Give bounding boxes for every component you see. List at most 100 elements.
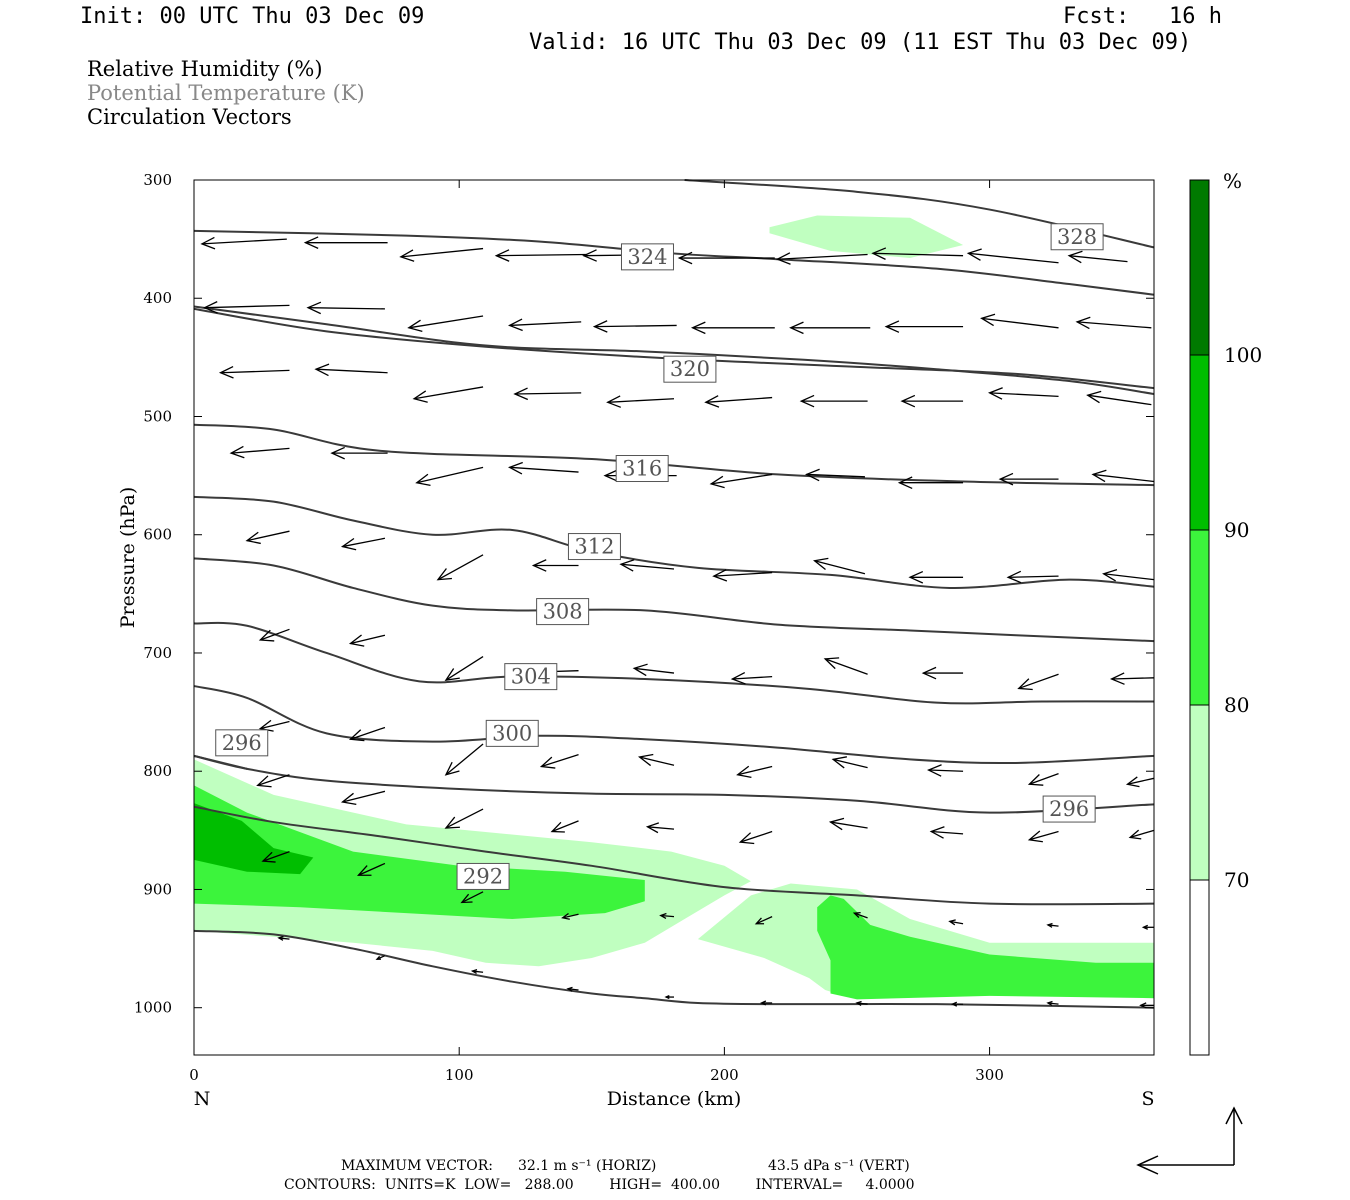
theta-contour: [193, 495, 1155, 589]
circulation-vector: [659, 912, 675, 919]
circulation-vector: [340, 537, 386, 551]
vector-head: [245, 531, 261, 545]
rh-region-70: [194, 759, 751, 967]
x-tick-label: 200: [710, 1066, 739, 1084]
vector-head: [356, 865, 372, 876]
vector-shaft: [755, 916, 773, 925]
contour-label: 308: [536, 598, 590, 626]
circulation-vector: [513, 387, 582, 401]
vector-shaft: [968, 252, 1059, 264]
vector-head: [704, 395, 720, 408]
vector-head: [340, 792, 357, 806]
vector-head: [677, 251, 693, 265]
vector-head: [444, 816, 460, 829]
circulation-vector: [566, 986, 579, 992]
circulation-vector: [823, 657, 868, 675]
contour-label: 324: [620, 243, 674, 271]
colorbar-segment: [1190, 530, 1209, 705]
contour-label-text: 304: [511, 665, 551, 689]
circulation-vector: [813, 557, 866, 575]
vector-shaft: [1111, 677, 1155, 680]
vector-head: [637, 753, 654, 767]
circulation-vector: [314, 363, 388, 377]
circulation-vector: [738, 830, 773, 845]
contour-label-text: 296: [1049, 797, 1089, 821]
circulation-vector: [690, 321, 775, 335]
vector-head: [966, 248, 982, 261]
vector-shaft: [1077, 321, 1152, 329]
vector-head: [314, 363, 330, 377]
vector-shaft: [928, 769, 964, 772]
vector-shaft: [981, 317, 1059, 329]
contour-label: 304: [504, 663, 558, 691]
vector-shaft: [315, 368, 388, 374]
vector-head: [340, 537, 357, 551]
y-tick-label: 400: [143, 289, 172, 307]
circulation-vector: [1027, 830, 1059, 843]
vector-shaft: [1029, 830, 1059, 841]
circulation-vector: [637, 753, 675, 767]
vector-shaft: [620, 563, 675, 570]
circulation-vector: [306, 301, 385, 315]
contour-label: 320: [663, 355, 717, 383]
vector-head: [921, 666, 937, 680]
contour-label-text: 292: [463, 864, 503, 888]
vector-head: [619, 559, 635, 572]
colorbar-unit: %: [1223, 169, 1242, 193]
circulation-vector: [277, 935, 290, 941]
y-tick-label: 700: [143, 644, 172, 662]
y-tick-label: 600: [143, 526, 172, 544]
circulation-vector: [900, 394, 964, 408]
vector-head: [303, 236, 319, 249]
vector-shaft: [639, 756, 675, 766]
y-tick-label: 500: [143, 407, 172, 425]
circulation-vector: [908, 570, 964, 584]
vector-shaft: [204, 304, 290, 309]
legend-theta: Potential Temperature (K): [87, 81, 365, 105]
circulation-vector: [303, 236, 388, 249]
vector-shaft: [416, 466, 484, 484]
circulation-vector: [712, 569, 773, 582]
vector-shaft: [514, 392, 582, 395]
vector-shaft: [1047, 1002, 1059, 1005]
x-tick-label: 300: [975, 1066, 1004, 1084]
circulation-vector: [444, 808, 484, 829]
vector-head: [900, 394, 916, 408]
vector-shaft: [496, 253, 587, 257]
contour-label-box: [485, 719, 539, 747]
vector-head: [539, 756, 556, 769]
circulation-vector: [340, 790, 386, 806]
circulation-vector: [592, 320, 677, 333]
theta-contour: [193, 557, 1155, 643]
vector-shaft: [246, 530, 290, 542]
rh-shading: [194, 215, 1154, 1000]
circulation-vector: [348, 726, 386, 742]
vector-head: [823, 657, 840, 670]
vector-head: [1046, 1000, 1053, 1006]
y-tick-label: 900: [143, 880, 172, 898]
colorbar-label: 70: [1224, 868, 1249, 892]
vector-head: [531, 559, 547, 572]
vector-shaft: [732, 675, 773, 680]
circulation-vector: [677, 251, 775, 265]
vector-head: [1139, 1002, 1147, 1009]
vector-head: [1006, 570, 1022, 584]
vector-head: [582, 249, 597, 262]
circulation-vector: [759, 1000, 773, 1006]
vector-shaft: [949, 920, 964, 925]
circulation-vector: [460, 891, 484, 904]
colorbar-frame: [1189, 179, 1210, 1056]
vector-head: [831, 756, 847, 769]
legend-vectors: Circulation Vectors: [87, 105, 292, 129]
vector-head: [258, 629, 275, 642]
vector-shaft: [461, 891, 484, 904]
vector-shaft: [1029, 772, 1059, 785]
vector-shaft: [567, 988, 579, 991]
contour-labels: 328 324 320 316 312 308 304 300 296 296 292: [215, 223, 1104, 890]
circulation-vector: [539, 754, 579, 769]
vector-head: [754, 917, 765, 925]
theta-contour: [193, 229, 1155, 296]
contour-label: 292: [456, 862, 510, 890]
vector-shaft: [541, 754, 579, 768]
forecast-hour: Fcst: 16 h: [1063, 4, 1222, 29]
